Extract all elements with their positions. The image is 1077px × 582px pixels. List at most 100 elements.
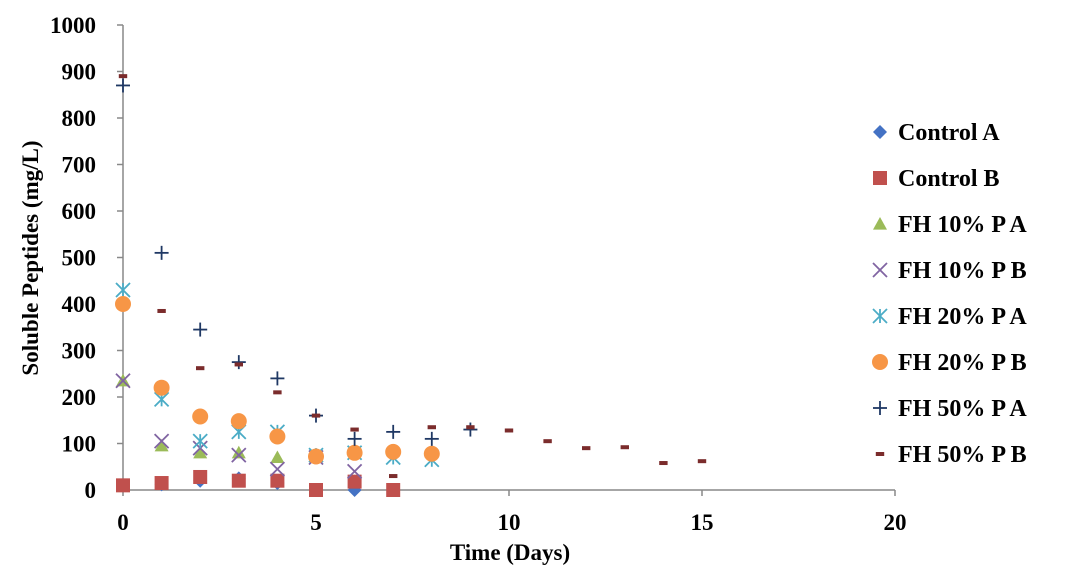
- y-tick-label: 500: [62, 246, 97, 271]
- legend-item: FH 10% P A: [873, 212, 1027, 238]
- y-tick-label: 200: [62, 385, 97, 410]
- x-tick-label: 15: [691, 510, 714, 535]
- legend-marker: [873, 171, 887, 185]
- y-tick-label: 1000: [50, 13, 96, 38]
- data-point: [154, 476, 169, 491]
- legend-marker: [875, 452, 885, 456]
- data-point: [116, 478, 130, 493]
- legend-item: FH 20% P B: [872, 350, 1027, 376]
- legend-marker: [872, 354, 888, 370]
- data-point: [270, 450, 285, 464]
- data-point: [309, 483, 323, 497]
- legend: Control A Control B FH 10% P A FH 10% P B FH…: [872, 120, 1027, 468]
- data-point: [386, 424, 401, 439]
- data-point: [153, 433, 170, 449]
- data-point: [346, 444, 363, 461]
- legend-label: FH 20% P A: [898, 304, 1027, 330]
- data-point: [231, 355, 246, 370]
- data-point: [153, 379, 170, 396]
- data-point: [234, 362, 243, 367]
- x-tick-label: 20: [884, 510, 907, 535]
- x-tick-label: 10: [498, 510, 521, 535]
- data-point: [347, 474, 362, 489]
- data-point: [347, 431, 362, 446]
- legend-marker: [872, 262, 888, 278]
- data-point: [196, 366, 205, 371]
- legend-item: FH 10% P B: [872, 258, 1027, 284]
- data-point: [230, 413, 247, 430]
- y-tick-label: 800: [62, 106, 97, 131]
- data-point: [270, 473, 285, 488]
- data-point: [154, 245, 169, 260]
- legend-label: FH 10% P A: [898, 212, 1027, 238]
- legend-item: FH 50% P A: [873, 396, 1027, 422]
- data-point: [350, 427, 359, 432]
- data-point: [192, 408, 209, 425]
- data-point: [115, 296, 131, 312]
- data-point: [118, 74, 128, 79]
- data-point: [115, 373, 131, 389]
- legend-marker: [873, 401, 887, 415]
- series-fh-10-p-b: [115, 373, 363, 480]
- legend-label: FH 20% P B: [898, 350, 1027, 376]
- data-point: [504, 428, 514, 433]
- data-point: [311, 413, 321, 418]
- y-tick-label: 0: [85, 478, 97, 503]
- data-point: [582, 446, 591, 451]
- legend-marker: [872, 308, 888, 324]
- series-fh-20-p-b: [115, 296, 440, 465]
- data-point: [231, 447, 247, 463]
- legend-label: FH 10% P B: [898, 258, 1027, 284]
- data-point: [620, 445, 629, 450]
- data-point: [697, 459, 707, 464]
- data-point: [154, 438, 169, 452]
- data-point: [193, 469, 208, 484]
- legend-marker: [873, 125, 887, 139]
- y-tick-label: 400: [62, 292, 97, 317]
- legend-label: FH 50% P A: [898, 396, 1027, 422]
- data-point: [192, 433, 208, 449]
- data-point: [308, 448, 324, 465]
- data-point: [116, 78, 130, 93]
- y-tick-label: 700: [62, 153, 97, 178]
- y-tick-label: 100: [62, 432, 97, 457]
- data-point: [115, 282, 131, 298]
- x-axis-title: Time (Days): [450, 540, 570, 565]
- data-point: [231, 473, 246, 488]
- legend-item: FH 20% P A: [872, 304, 1027, 330]
- data-point: [385, 443, 402, 460]
- data-point: [269, 428, 286, 445]
- y-tick-label: 900: [62, 60, 97, 85]
- data-point: [273, 390, 282, 395]
- y-tick-label: 300: [62, 339, 97, 364]
- legend-label: FH 50% P B: [898, 442, 1027, 468]
- data-point: [270, 371, 285, 386]
- x-tick-labels: 0 5 10 15 20: [117, 490, 907, 535]
- data-point: [386, 483, 401, 497]
- series-fh-50-p-a: [116, 78, 478, 446]
- data-point: [193, 322, 208, 337]
- series-control-b: [116, 469, 401, 497]
- data-point: [463, 422, 478, 437]
- data-point: [346, 463, 363, 480]
- data-points: [115, 74, 707, 497]
- data-point: [466, 425, 475, 430]
- x-tick-label: 5: [310, 510, 322, 535]
- series-fh-50-p-b: [118, 74, 707, 479]
- data-point: [269, 461, 286, 477]
- y-axis-title: Soluble Peptides (mg/L): [18, 140, 43, 375]
- data-point: [193, 445, 208, 459]
- data-point: [424, 431, 439, 446]
- legend-marker: [873, 217, 887, 230]
- legend-item: FH 50% P B: [875, 442, 1027, 468]
- data-point: [157, 308, 166, 313]
- series-fh-10-p-a: [116, 373, 323, 464]
- data-point: [427, 425, 436, 430]
- legend-item: Control B: [873, 166, 1000, 192]
- x-tick-label: 0: [117, 510, 129, 535]
- data-point: [543, 439, 552, 444]
- y-tick-label: 600: [62, 199, 97, 224]
- legend-item: Control A: [873, 120, 1000, 146]
